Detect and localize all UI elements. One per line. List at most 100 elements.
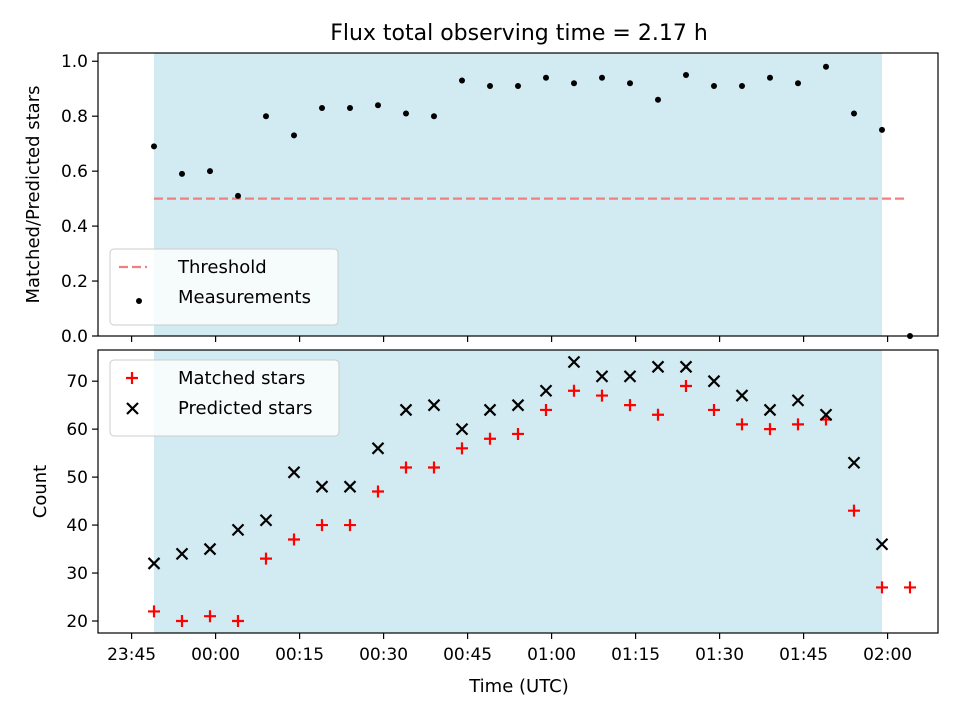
- matched-stars-point: [428, 461, 440, 474]
- matched-stars-point: [708, 403, 720, 416]
- predicted-stars-point: [847, 456, 861, 469]
- predicted-stars-point: [427, 398, 441, 412]
- measurement-point: [375, 102, 381, 109]
- legend-entry-label: Measurements: [178, 287, 311, 308]
- matched-stars-point: [512, 427, 524, 440]
- measurement-point: [459, 77, 465, 84]
- legend: Matched stars Predicted stars: [109, 359, 340, 437]
- y-tick-label: 0.4: [61, 217, 88, 237]
- measurement-point: [655, 96, 661, 103]
- measurement-point: [291, 132, 297, 139]
- y-tick-label: 0.0: [61, 327, 88, 347]
- legend-box: [109, 359, 340, 437]
- matched-stars-point: [148, 605, 160, 618]
- chart-title: Flux total observing time = 2.17 h: [330, 21, 708, 46]
- measurement-point: [627, 80, 633, 87]
- measurement-point: [487, 82, 493, 89]
- predicted-stars-point: [231, 523, 245, 537]
- measurement-point: [823, 63, 829, 70]
- measurement-point: [795, 80, 801, 87]
- x-tick-label: 01:00: [527, 645, 576, 665]
- predicted-stars-point: [763, 403, 777, 417]
- legend-entry-label: Threshold: [177, 257, 267, 278]
- series-x-markers: [147, 355, 889, 570]
- x-tick-label: 00:30: [359, 645, 408, 665]
- y-axis-label: Matched/Predicted stars: [23, 86, 44, 304]
- measurement-point: [235, 192, 241, 199]
- predicted-stars-point: [483, 403, 497, 417]
- measurement-point: [851, 110, 857, 117]
- legend-predicted-swatch: [126, 402, 139, 415]
- measurement-point: [599, 74, 605, 81]
- matched-stars-point: [876, 581, 888, 594]
- measurement-point: [543, 74, 549, 81]
- y-tick-label: 70: [66, 372, 88, 392]
- x-tick-label: 23:45: [107, 645, 156, 665]
- predicted-stars-point: [399, 403, 413, 417]
- y-tick-label: 50: [66, 468, 88, 488]
- predicted-stars-point: [371, 442, 385, 455]
- y-tick-label: 20: [66, 612, 88, 632]
- y-tick-label: 60: [66, 420, 88, 440]
- matched-stars-point: [624, 399, 636, 412]
- series-dot-markers: [151, 63, 913, 339]
- axes-frame: [97, 349, 939, 634]
- measurement-point: [431, 113, 437, 120]
- matched-stars-point: [344, 519, 356, 532]
- matched-stars-point: [316, 519, 328, 532]
- matched-stars-point: [736, 418, 748, 431]
- predicted-stars-point: [819, 408, 833, 422]
- legend-measurement-swatch: [136, 298, 142, 304]
- matched-stars-point: [764, 423, 776, 436]
- measurement-point: [767, 74, 773, 81]
- measurement-point: [403, 110, 409, 117]
- x-tick-label: 01:30: [695, 645, 744, 665]
- measurement-point: [347, 104, 353, 111]
- predicted-stars-point: [539, 384, 553, 398]
- measurement-point: [263, 113, 269, 120]
- matched-stars-point: [680, 379, 692, 392]
- measurement-point: [571, 80, 577, 87]
- x-tick-label: 00:00: [191, 645, 240, 665]
- measurement-point: [179, 170, 185, 177]
- legend-matched-swatch: [126, 372, 138, 384]
- predicted-stars-point: [875, 537, 889, 551]
- predicted-stars-point: [707, 374, 721, 388]
- matched-stars-point: [260, 552, 272, 565]
- y-tick-label: 30: [66, 564, 88, 584]
- legend: Threshold Measurements: [109, 248, 339, 326]
- predicted-stars-point: [147, 557, 161, 570]
- matched-stars-point: [400, 461, 412, 474]
- matched-stars-point: [484, 432, 496, 445]
- predicted-stars-point: [455, 422, 469, 436]
- predicted-stars-point: [315, 480, 329, 493]
- x-tick-label: 00:45: [443, 645, 492, 665]
- legend-entry-label: Predicted stars: [178, 398, 312, 419]
- matched-stars-point: [540, 403, 552, 416]
- y-tick-label: 0.6: [61, 162, 88, 182]
- matched-stars-point: [372, 485, 384, 498]
- matched-stars-point: [204, 610, 216, 623]
- ratio-panel: 0.0 0.2 0.4 0.6 0.8 1.0 Matched/Predicted star…: [23, 52, 939, 347]
- matched-stars-point: [848, 504, 860, 517]
- predicted-stars-point: [735, 389, 749, 402]
- count-panel: 20 30 40 50 60 70 23:45 00:00 00:15 00:30 00:45 01:…: [30, 349, 939, 665]
- measurement-point: [515, 82, 521, 89]
- x-axis-label: Time (UTC): [468, 676, 569, 697]
- predicted-stars-point: [567, 355, 581, 369]
- matched-stars-point: [792, 418, 804, 431]
- predicted-stars-point: [595, 370, 609, 383]
- x-tick-label: 01:15: [611, 645, 660, 665]
- y-tick-label: 0.2: [61, 272, 88, 292]
- x-tick-label: 02:00: [863, 645, 912, 665]
- y-tick-label: 1.0: [61, 52, 88, 72]
- predicted-stars-point: [623, 370, 637, 383]
- legend-box: [109, 248, 339, 326]
- matched-stars-point: [176, 615, 188, 628]
- measurement-point: [711, 82, 717, 89]
- predicted-stars-point: [259, 514, 273, 527]
- matched-stars-point: [456, 442, 468, 455]
- y-tick-label: 40: [66, 516, 88, 536]
- matched-stars-point: [568, 384, 580, 397]
